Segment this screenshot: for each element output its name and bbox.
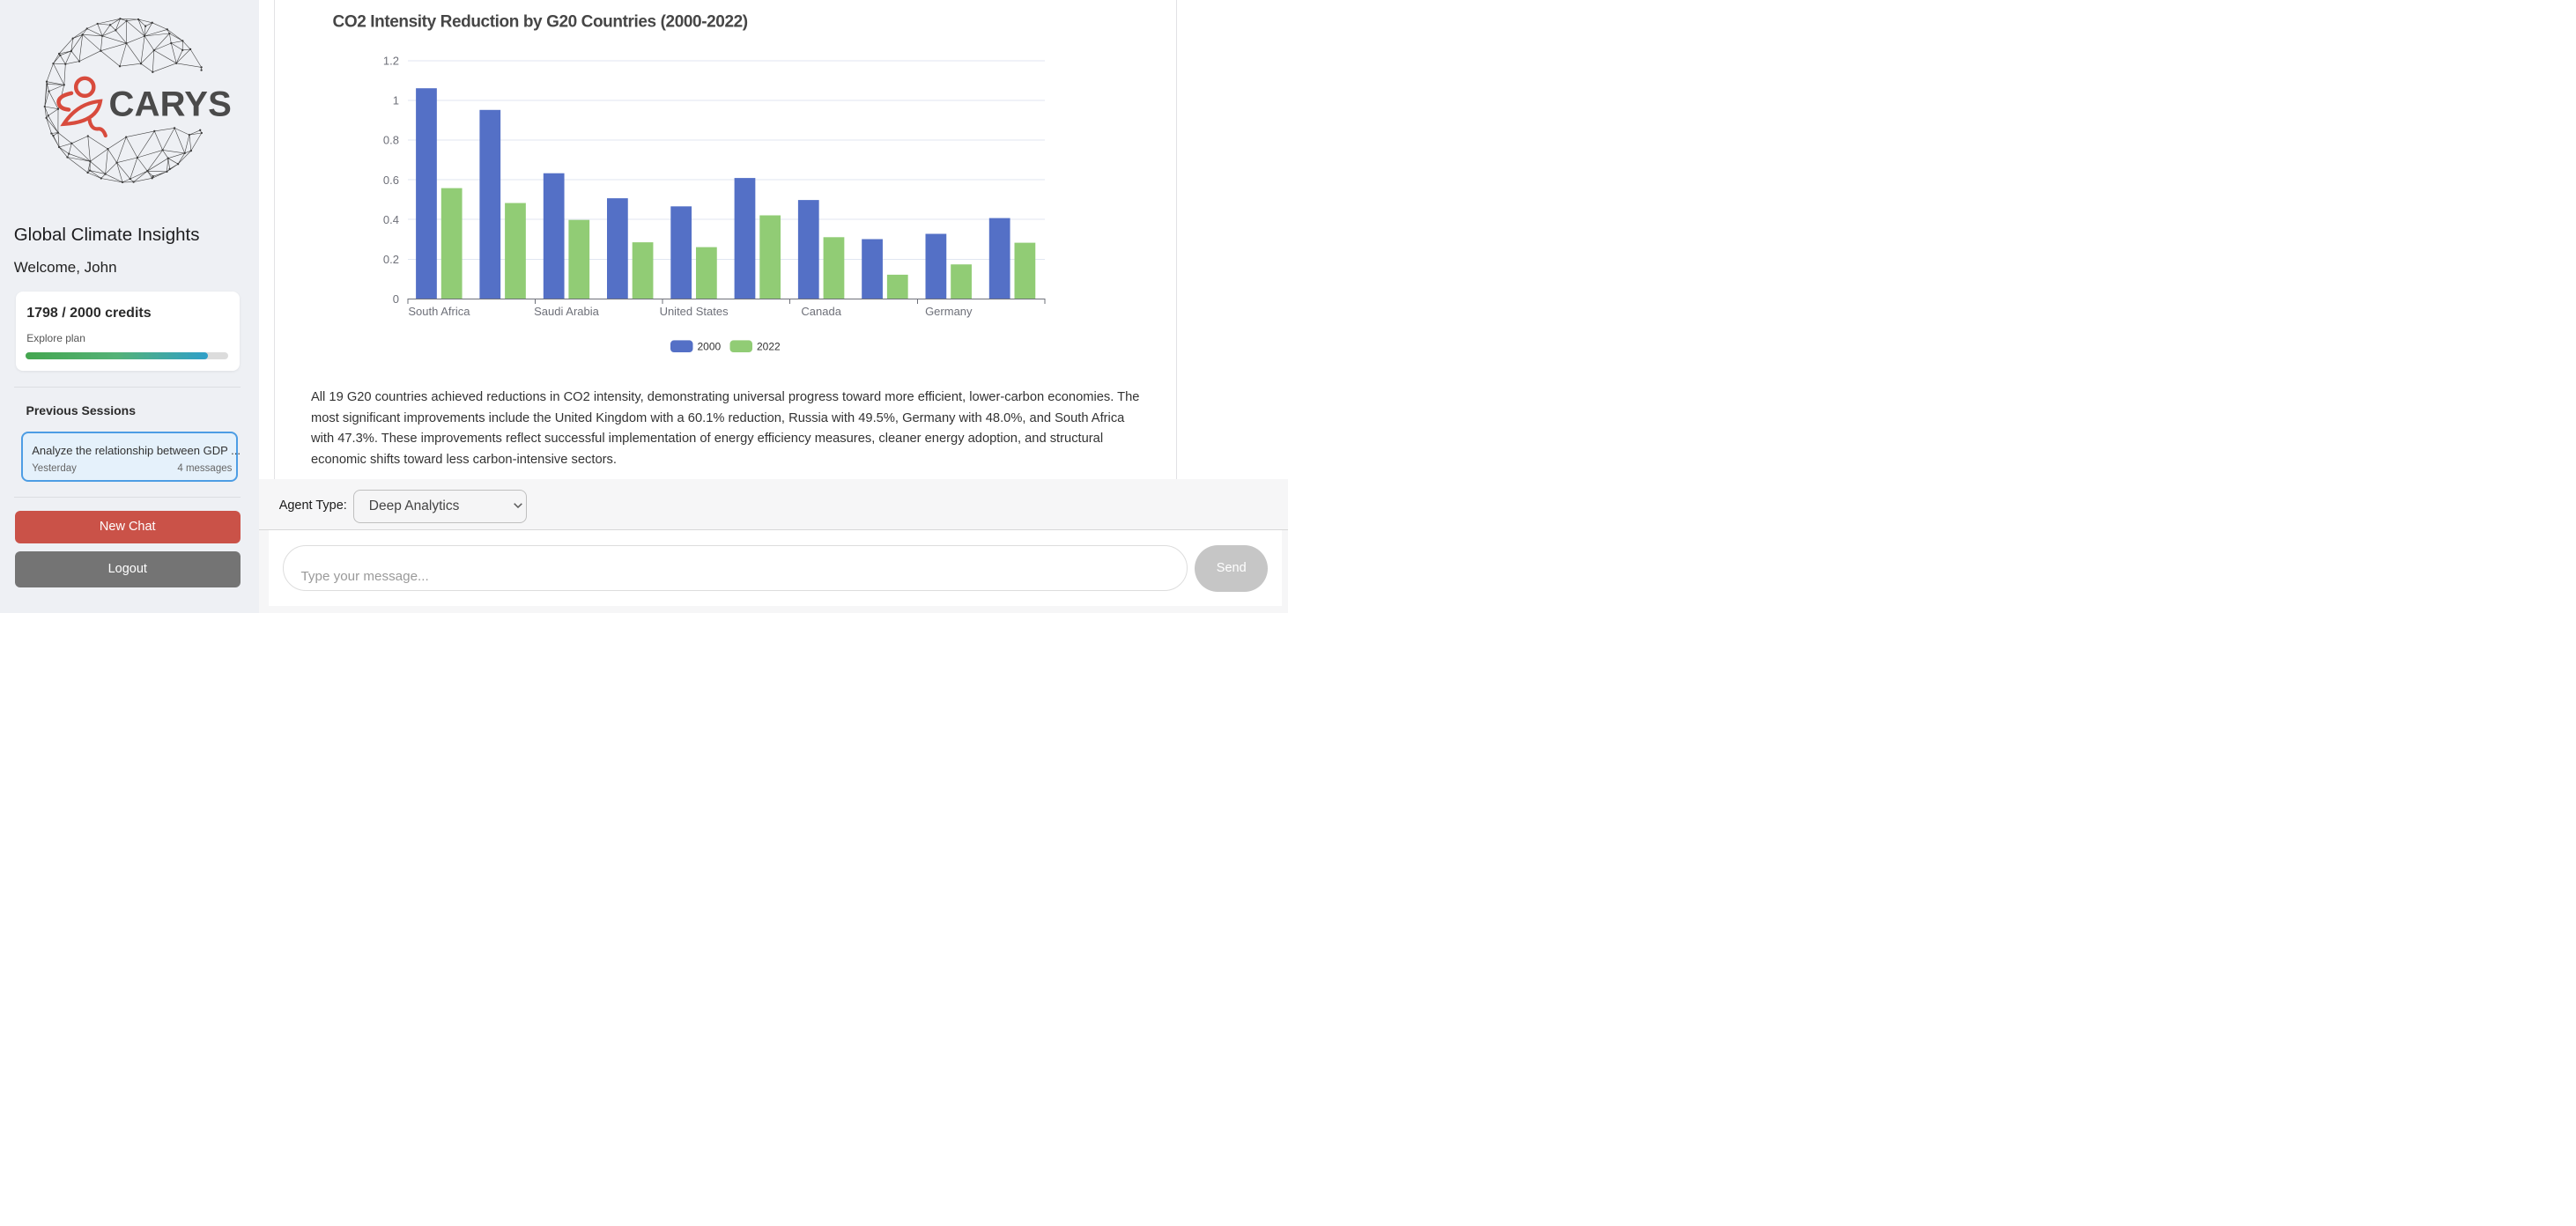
svg-text:2000: 2000 [698,340,722,352]
svg-text:United States: United States [660,305,729,318]
svg-text:0.4: 0.4 [383,213,399,226]
svg-text:South Africa: South Africa [408,305,470,318]
svg-text:Saudi Arabia: Saudi Arabia [534,305,599,318]
svg-text:1.2: 1.2 [383,55,399,68]
svg-text:0.2: 0.2 [383,253,399,266]
svg-text:CO2 Intensity Reduction by G20: CO2 Intensity Reduction by G20 Countries… [333,12,748,31]
svg-text:0.6: 0.6 [383,174,399,187]
svg-text:CARYS: CARYS [109,85,233,124]
svg-text:1: 1 [393,94,399,107]
svg-text:0: 0 [393,292,399,306]
svg-text:2022: 2022 [757,340,781,352]
svg-text:Canada: Canada [801,305,841,318]
svg-text:0.8: 0.8 [383,134,399,147]
svg-text:Germany: Germany [925,305,973,318]
